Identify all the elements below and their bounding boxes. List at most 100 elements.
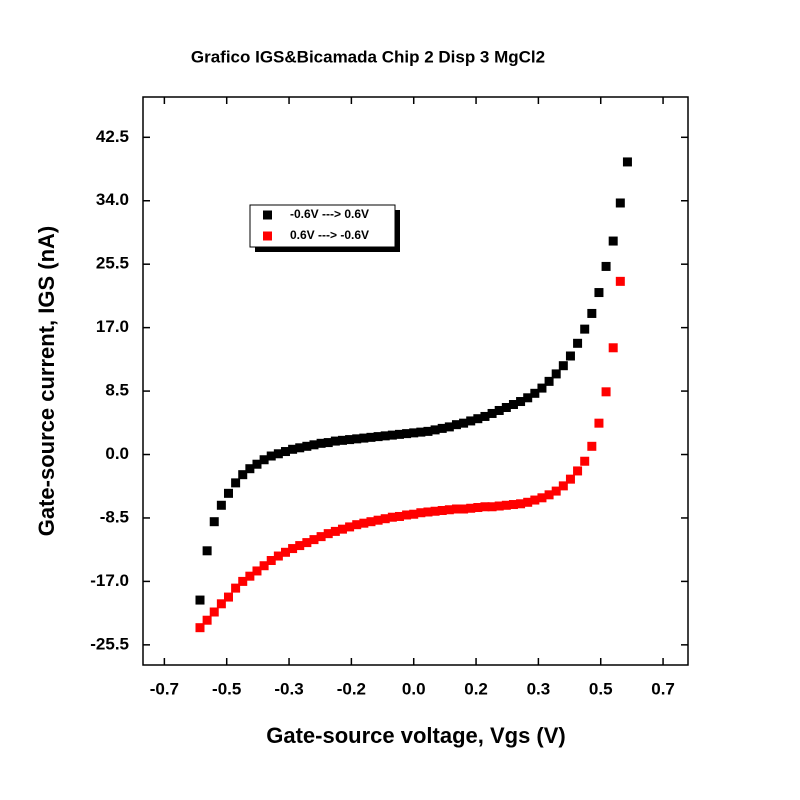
point [523, 393, 533, 403]
point [245, 464, 255, 474]
point [402, 510, 412, 520]
point [544, 376, 554, 386]
point [573, 338, 583, 348]
point [437, 505, 447, 515]
point [316, 438, 326, 448]
point [409, 428, 419, 438]
point [359, 518, 369, 528]
point [487, 502, 497, 512]
point [202, 546, 212, 556]
point [494, 405, 504, 415]
point [238, 576, 248, 586]
point [288, 544, 298, 554]
point [466, 503, 476, 513]
point [459, 504, 469, 514]
point [451, 420, 461, 430]
point [459, 418, 469, 428]
point [544, 490, 554, 500]
y-tick-label: 17.0 [96, 317, 129, 336]
point [608, 343, 618, 353]
point [366, 517, 376, 527]
point [316, 532, 326, 542]
point [573, 466, 583, 476]
point [565, 351, 575, 361]
point [508, 400, 518, 410]
point [252, 566, 262, 576]
x-axis-title: Gate-source voltage, Vgs (V) [266, 723, 566, 748]
point [323, 438, 333, 448]
point [558, 361, 568, 371]
y-tick-label: 34.0 [96, 190, 129, 209]
y-axis-title: Gate-source current, IGS (nA) [34, 226, 59, 537]
point [373, 515, 383, 525]
point [209, 607, 219, 617]
point [416, 427, 426, 437]
point [551, 369, 561, 379]
x-tick-label: -0.3 [274, 679, 303, 698]
point [266, 556, 276, 566]
y-tick-label: -25.5 [90, 634, 129, 653]
point [615, 198, 625, 208]
point [330, 436, 340, 446]
point [387, 512, 397, 522]
point [337, 435, 347, 445]
point [480, 502, 490, 512]
point [216, 500, 226, 510]
legend-swatch [263, 210, 272, 220]
point [394, 511, 404, 521]
point [580, 324, 590, 334]
point [466, 416, 476, 426]
point [451, 504, 461, 514]
point [345, 522, 355, 532]
point [473, 414, 483, 424]
x-tick-label: -0.7 [150, 679, 179, 698]
point [394, 429, 404, 439]
y-tick-label: -8.5 [100, 507, 129, 526]
point [530, 388, 540, 398]
point [231, 583, 241, 593]
point [551, 486, 561, 496]
point [366, 432, 376, 442]
point [430, 506, 440, 516]
point [537, 493, 547, 503]
point [337, 524, 347, 534]
point [402, 429, 412, 439]
point [252, 459, 262, 469]
point [508, 500, 518, 510]
point [280, 547, 290, 557]
point [302, 441, 312, 451]
point [288, 444, 298, 454]
point [266, 451, 276, 461]
point [202, 615, 212, 625]
point [444, 422, 454, 432]
legend-label: 0.6V ---> -0.6V [290, 228, 369, 242]
legend-label: -0.6V ---> 0.6V [290, 207, 369, 221]
point [487, 408, 497, 418]
point [409, 509, 419, 519]
legend-box [249, 204, 396, 248]
point [516, 499, 526, 509]
point [480, 411, 490, 421]
point [380, 431, 390, 441]
point [216, 599, 226, 609]
point [359, 433, 369, 443]
x-tick-label: 0.0 [402, 679, 426, 698]
point [373, 432, 383, 442]
y-tick-label: 0.0 [105, 444, 129, 463]
point [345, 435, 355, 445]
point [352, 434, 362, 444]
point [423, 426, 433, 436]
point [473, 503, 483, 513]
point [231, 478, 241, 488]
point [209, 517, 219, 527]
point [437, 423, 447, 433]
plot-frame [142, 96, 689, 666]
y-tick-label: 42.5 [96, 127, 129, 146]
y-tick-label: 8.5 [105, 381, 129, 400]
x-tick-label: 0.7 [651, 679, 675, 698]
point [238, 470, 248, 480]
point [387, 430, 397, 440]
point [608, 236, 618, 246]
point [587, 441, 597, 451]
